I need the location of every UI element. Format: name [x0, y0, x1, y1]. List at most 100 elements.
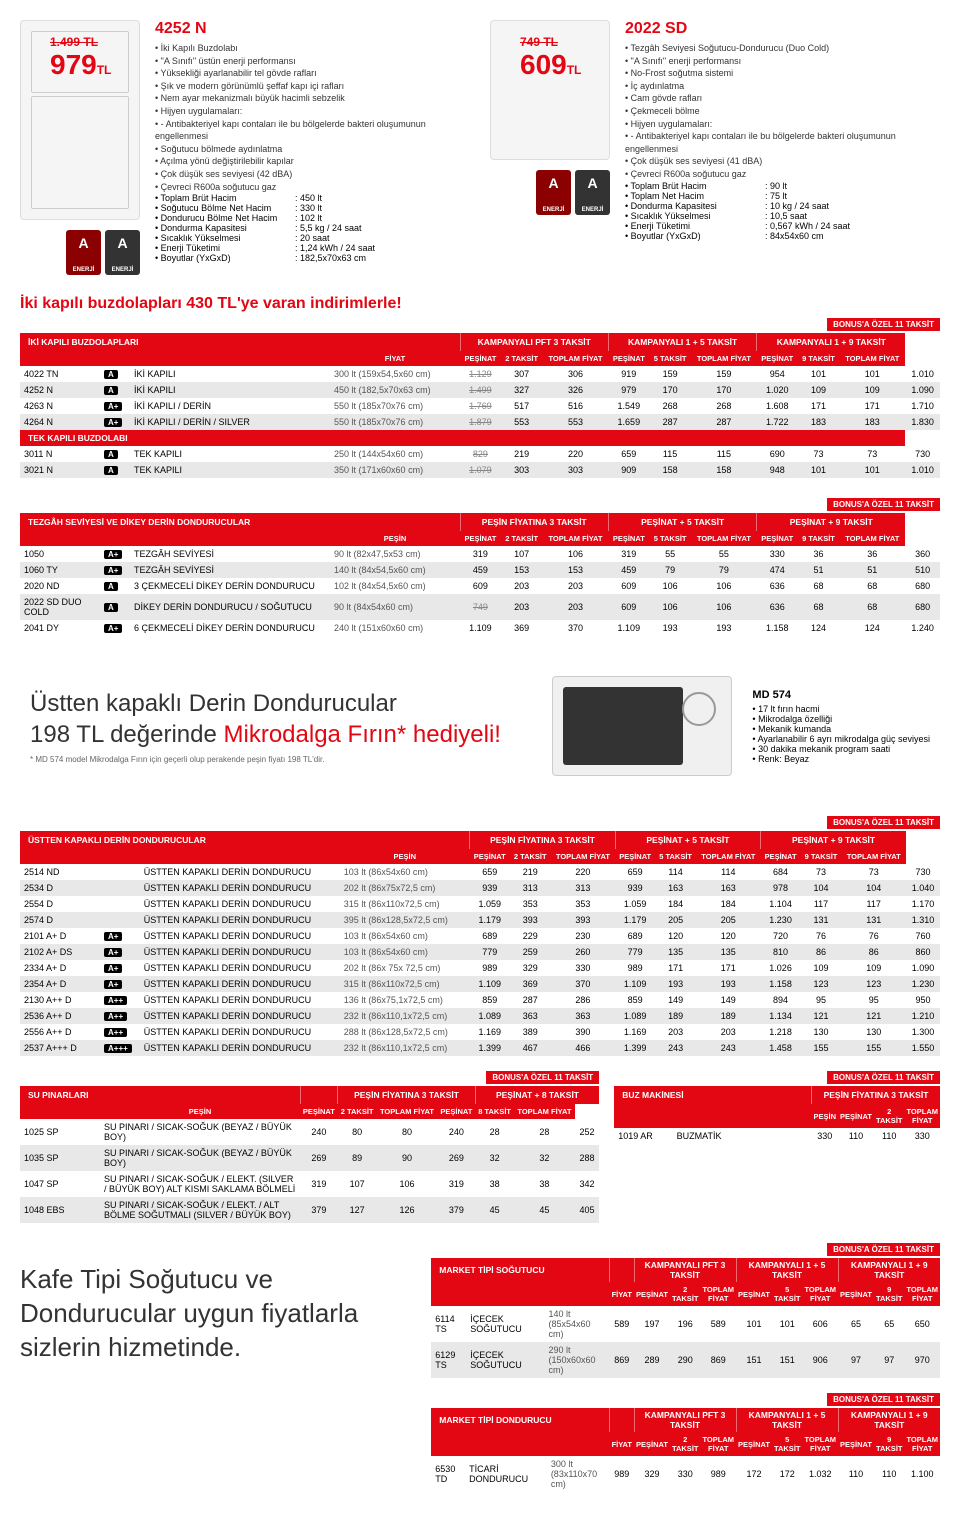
spec-list: • Toplam Brüt Hacim: 450 lt• Soğutucu Bö… [155, 193, 470, 263]
col-group: KAMPANYALI 1 + 9 TAKSİT [838, 1408, 940, 1432]
table-buzmakinesi: BUZ MAKİNESİ PEŞİN FİYATINA 3 TAKSİT PEŞ… [614, 1086, 940, 1144]
col-label: TOPLAM FİYAT [802, 1282, 838, 1306]
table-market-sogutucu: MARKET TİPİ SOĞUTUCU KAMPANYALI PFT 3 TA… [431, 1258, 940, 1378]
feature-item: Yüksekliği ayarlanabilir tel gövde rafla… [155, 67, 470, 80]
col-group: PEŞİNAT + 5 TAKSİT [608, 513, 756, 531]
bonus-tag: BONUS'A ÖZEL 11 TAKSİT [827, 1243, 940, 1256]
col-group: PEŞİN FİYATINA 3 TAKSİT [470, 831, 615, 849]
section-title: İki kapılı buzdolapları 430 TL'ye varan … [20, 295, 940, 313]
feature-item: Soğutucu bölmede aydınlatma [155, 143, 470, 156]
new-price: 609TL [520, 49, 581, 81]
table-row: 4264 NA+İKİ KAPILI / DERİN / SILVER550 l… [20, 414, 940, 430]
table-supinarlari: SU PINARLARI PEŞİN FİYATINA 3 TAKSİT PEŞ… [20, 1086, 599, 1223]
table-row: 2536 A++ DA++ÜSTTEN KAPAKLI DERİN DONDUR… [20, 1008, 940, 1024]
md-features: 17 lt fırın hacmiMikrodalga özelliğiMeka… [752, 704, 930, 764]
table-row: 1048 EBSSU PINARI / SICAK-SOĞUK / ELEKT.… [20, 1197, 599, 1223]
col-label: 2 TAKSİT [670, 1282, 701, 1306]
col-group: KAMPANYALI PFT 3 TAKSİT [634, 1408, 736, 1432]
spec-row: • Toplam Brüt Hacim: 90 lt [625, 181, 940, 191]
feature-item: Çevreci R600a soğutucu gaz [155, 181, 470, 194]
feature-item: Ayarlanabilir 6 ayrı mikrodalga güç sevi… [752, 734, 930, 744]
table-row: 1035 SPSU PINARI / SICAK-SOĞUK (BEYAZ / … [20, 1145, 599, 1171]
col-group: PEŞİNAT + 8 TAKSİT [475, 1086, 599, 1104]
col-group: KAMPANYALI PFT 3 TAKSİT [634, 1258, 736, 1282]
feature-item: Çok düşük ses seviyesi (41 dBA) [625, 155, 940, 168]
col-label: PEŞİNAT [838, 1282, 874, 1306]
promo-section: Üstten kapaklı Derin Dondurucular 198 TL… [20, 666, 940, 786]
table-row: 2554 DÜSTTEN KAPAKLI DERİN DONDURUCU315 … [20, 896, 940, 912]
old-price: 1.499 TL [50, 35, 111, 49]
top-product-row: 1.499 TL 979TL ENERJİ ENERJİ 4252 N İki … [20, 20, 940, 275]
feature-item: Açılma yönü değiştirilebilir kapılar [155, 155, 470, 168]
col-label: TOPLAM FİYAT [802, 1432, 838, 1456]
col-label: TOPLAM FİYAT [904, 1282, 940, 1306]
col-label: PEŞİNAT [437, 1104, 475, 1119]
col-group: KAMPANYALI 1 + 9 TAKSİT [838, 1258, 940, 1282]
col-label: 2 TAKSİT [501, 351, 543, 366]
table-row: 2041 DYA+6 ÇEKMECELİ DİKEY DERİN DONDURU… [20, 620, 940, 636]
feature-item: Mekanik kumanda [752, 724, 930, 734]
microwave-image [552, 676, 732, 776]
col-group: PEŞİN FİYATINA 3 TAKSİT [811, 1086, 940, 1104]
feature-item: - Antibakteriyel kapı contaları ile bu b… [625, 130, 940, 155]
col-group: KAMPANYALI 1 + 5 TAKSİT [736, 1258, 838, 1282]
col-label: TOPLAM FİYAT [839, 351, 905, 366]
col-label: 9 TAKSİT [874, 1432, 905, 1456]
col-group: PEŞİN FİYATINA 3 TAKSİT [460, 513, 608, 531]
col-label: 5 TAKSİT [655, 849, 696, 864]
table-row: 1050A+TEZGÂH SEVİYESİ90 lt (82x47,5x53 c… [20, 546, 940, 562]
col-label: PEŞİNAT [615, 849, 655, 864]
table-row: 1047 SPSU PINARI / SICAK-SOĞUK / ELEKT. … [20, 1171, 599, 1197]
bonus-tag: BONUS'A ÖZEL 11 TAKSİT [827, 816, 940, 829]
table-row: 4263 NA+İKİ KAPILI / DERİN550 lt (185x70… [20, 398, 940, 414]
spec-row: • Boyutlar (YxGxD): 182,5x70x63 cm [155, 253, 470, 263]
col-label: PEŞİNAT [736, 1282, 772, 1306]
feature-item: No-Frost soğutma sistemi [625, 67, 940, 80]
energy-badges: ENERJİ ENERJİ [490, 170, 610, 215]
product-model: 4252 N [155, 20, 470, 38]
table-row: 2130 A++ DA++ÜSTTEN KAPAKLI DERİN DONDUR… [20, 992, 940, 1008]
feature-item: 30 dakika mekanik program saati [752, 744, 930, 754]
col-label: FİYAT [610, 1282, 634, 1306]
col-label: PEŞİNAT [634, 1432, 670, 1456]
col-pesin [300, 1086, 338, 1104]
table-row: 1025 SPSU PINARI / SICAK-SOĞUK (BEYAZ / … [20, 1119, 599, 1145]
energy-badges: ENERJİ ENERJİ [20, 230, 140, 275]
table-header: TEZGÂH SEVİYESİ VE DİKEY DERİN DONDURUCU… [20, 513, 460, 531]
spec-list: • Toplam Brüt Hacim: 90 lt• Toplam Net H… [625, 181, 940, 241]
table-row: 6530 TDTİCARİ DONDURUCU300 lt (83x110x70… [431, 1456, 940, 1492]
feature-item: İç aydınlatma [625, 80, 940, 93]
col-label: 9 TAKSİT [874, 1282, 905, 1306]
energy-badge-icon: ENERJİ [66, 230, 101, 275]
table-row: 3021 NATEK KAPILI350 lt (171x60x60 cm)1.… [20, 462, 940, 478]
col-label: PEŞİNAT [736, 1432, 772, 1456]
col-group: PEŞİNAT + 9 TAKSİT [757, 513, 905, 531]
col-label: 9 TAKSİT [798, 531, 840, 546]
col-label: PEŞİNAT [470, 849, 510, 864]
col-label: PEŞİN [340, 849, 470, 864]
col-label: PEŞİN [100, 1104, 300, 1119]
bonus-tag: BONUS'A ÖZEL 11 TAKSİT [486, 1071, 599, 1084]
col-label: 5 TAKSİT [772, 1432, 803, 1456]
kafe-text: Kafe Tipi Soğutucu ve Dondurucular uygun… [20, 1243, 411, 1507]
feature-item: "A Sınıfı" enerji performansı [625, 55, 940, 68]
sub-col-row: PEŞİNPEŞİNAT2 TAKSİTTOPLAM FİYATPEŞİNAT5… [20, 531, 940, 546]
bottom-two-col: BONUS'A ÖZEL 11 TAKSİT SU PINARLARI PEŞİ… [20, 1071, 940, 1223]
col-label: PEŞİNAT [757, 531, 798, 546]
feature-item: İki Kapılı Buzdolabı [155, 42, 470, 55]
col-label: PEŞİNAT [838, 1432, 874, 1456]
sub-header: TEK KAPILI BUZDOLABI [20, 430, 905, 446]
table-ustten: ÜSTTEN KAPAKLI DERİN DONDURUCULAR PEŞİN … [20, 831, 940, 1056]
bonus-tag: BONUS'A ÖZEL 11 TAKSİT [827, 498, 940, 511]
energy-badge-icon: ENERJİ [575, 170, 610, 215]
sub-col-row: FİYATPEŞİNAT2 TAKSİTTOPLAM FİYATPEŞİNAT5… [20, 351, 940, 366]
col-label: TOPLAM FİYAT [841, 849, 906, 864]
bonus-tag: BONUS'A ÖZEL 11 TAKSİT [827, 1071, 940, 1084]
feature-item: Nem ayar mekanizmalı büyük hacimli sebze… [155, 92, 470, 105]
feature-list: Tezgâh Seviyesi Soğutucu-Dondurucu (Duo … [625, 42, 940, 181]
feature-item: Hijyen uygulamaları: [625, 118, 940, 131]
bonus-tag: BONUS'A ÖZEL 11 TAKSİT [827, 1393, 940, 1406]
col-label: PEŞİNAT [460, 351, 501, 366]
product-card-2: 749 TL 609TL ENERJİ ENERJİ 2022 SD Tezgâ… [490, 20, 940, 275]
table-row: 2354 A+ DA+ÜSTTEN KAPAKLI DERİN DONDURUC… [20, 976, 940, 992]
